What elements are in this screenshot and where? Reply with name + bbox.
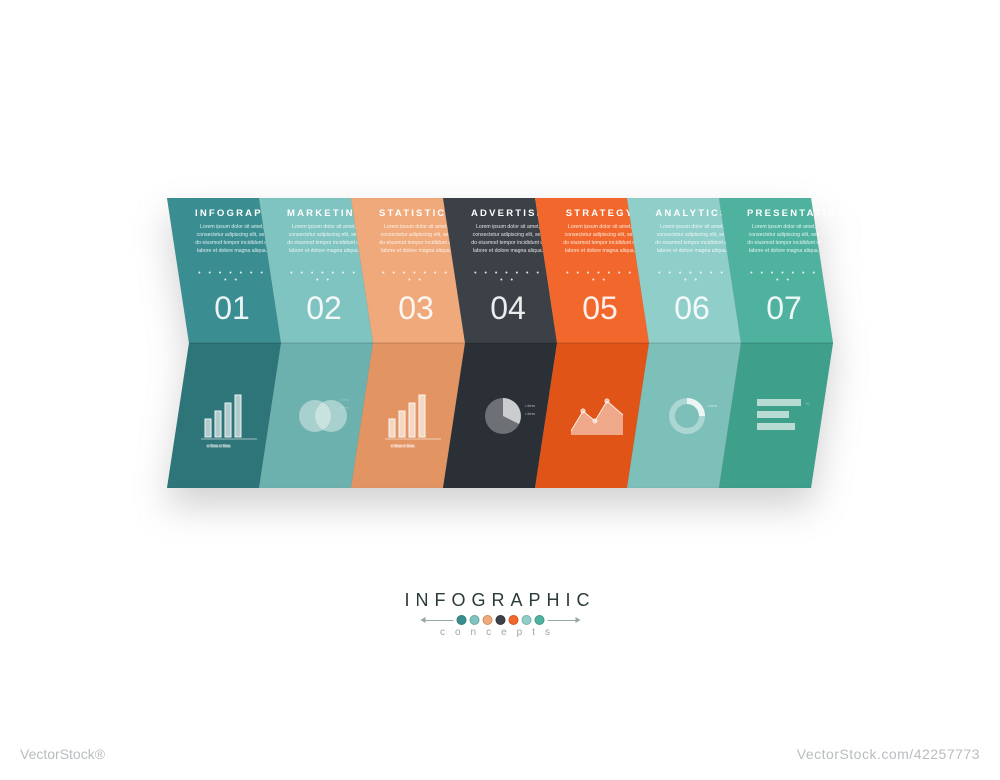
area-icon xyxy=(563,353,637,478)
segment-title: INFOGRAPHIC xyxy=(195,208,269,219)
logo-subtitle: concepts xyxy=(404,627,595,638)
segment-number: 03 xyxy=(379,290,453,327)
svg-text:• item: • item xyxy=(339,405,350,410)
chevron-timeline: INFOGRAPHIC Lorem ipsum dolor sit amet, … xyxy=(167,198,833,488)
logo-title: INFOGRAPHIC xyxy=(404,590,595,611)
logo-dot xyxy=(495,615,505,625)
logo-dot xyxy=(508,615,518,625)
segment-title: PRESENTATION xyxy=(747,208,821,219)
segment-title: STATISTICS xyxy=(379,208,453,219)
svg-text:■ item ■ item: ■ item ■ item xyxy=(391,443,415,448)
segment-desc: Lorem ipsum dolor sit amet, consectetur … xyxy=(379,224,453,264)
dot-divider: • • • • • • • • • xyxy=(195,270,269,284)
venn-icon: • item • item xyxy=(287,353,361,478)
logo-dot xyxy=(456,615,466,625)
segment-bottom: 70 xyxy=(729,343,833,488)
dot-divider: • • • • • • • • • xyxy=(379,270,453,284)
bar-chart-icon: ■ item ■ item xyxy=(379,353,453,478)
segment-desc: Lorem ipsum dolor sit amet, consectetur … xyxy=(471,224,545,264)
watermark-left: VectorStock® xyxy=(20,746,105,762)
dot-divider: • • • • • • • • • xyxy=(655,270,729,284)
segment-number: 07 xyxy=(747,290,821,327)
logo-block: INFOGRAPHIC concepts xyxy=(404,590,595,638)
segment-number: 04 xyxy=(471,290,545,327)
dot-divider: • • • • • • • • • xyxy=(563,270,637,284)
logo-dots-row xyxy=(404,615,595,625)
logo-dot xyxy=(521,615,531,625)
segment-title: ADVERTISING xyxy=(471,208,545,219)
logo-dot xyxy=(482,615,492,625)
watermark-right: VectorStock.com/42257773 xyxy=(797,746,980,762)
segment-number: 06 xyxy=(655,290,729,327)
svg-text:• item: • item xyxy=(339,397,350,402)
segment-top: PRESENTATION Lorem ipsum dolor sit amet,… xyxy=(729,198,833,343)
segment-title: STRATEGY xyxy=(563,208,637,219)
segment-number: 01 xyxy=(195,290,269,327)
donut-icon: • item xyxy=(655,353,729,478)
dot-divider: • • • • • • • • • xyxy=(287,270,361,284)
svg-text:• item: • item xyxy=(707,403,718,408)
bar-chart-icon: ■ item ■ item xyxy=(195,353,269,478)
dot-divider: • • • • • • • • • xyxy=(471,270,545,284)
logo-dot xyxy=(469,615,479,625)
segment-desc: Lorem ipsum dolor sit amet, consectetur … xyxy=(195,224,269,264)
segment-desc: Lorem ipsum dolor sit amet, consectetur … xyxy=(655,224,729,264)
segment-number: 05 xyxy=(563,290,637,327)
segment-number: 02 xyxy=(287,290,361,327)
segment-desc: Lorem ipsum dolor sit amet, consectetur … xyxy=(563,224,637,264)
pie-icon: • item • item xyxy=(471,353,545,478)
chevron-segment: PRESENTATION Lorem ipsum dolor sit amet,… xyxy=(719,198,833,488)
logo-dot xyxy=(534,615,544,625)
hbar-icon: 70 xyxy=(747,353,821,478)
segment-desc: Lorem ipsum dolor sit amet, consectetur … xyxy=(747,224,821,264)
segment-desc: Lorem ipsum dolor sit amet, consectetur … xyxy=(287,224,361,264)
svg-text:■ item ■ item: ■ item ■ item xyxy=(207,443,231,448)
dot-divider: • • • • • • • • • xyxy=(747,270,821,284)
segment-title: MARKETING xyxy=(287,208,361,219)
svg-text:70: 70 xyxy=(805,401,810,406)
segment-title: ANALYTICS xyxy=(655,208,729,219)
